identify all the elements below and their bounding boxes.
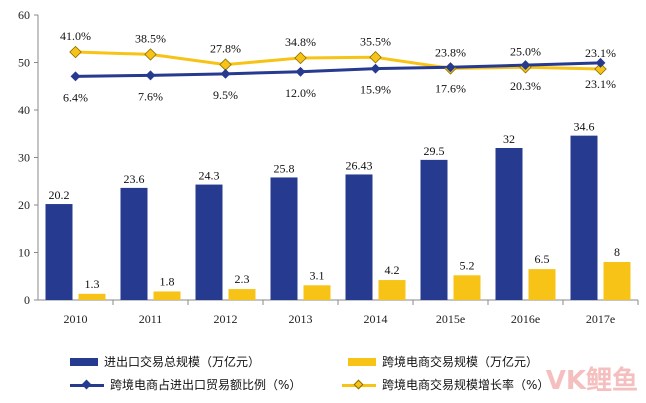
bar-label-total-trade: 29.5 [424, 144, 445, 158]
bar-label-cross-border-scale: 1.3 [85, 277, 100, 291]
bar-cross-border-scale [153, 291, 181, 300]
chart-area: 0 10 20 30 40 50 60 2010 2011 2012 2013 2014 2015e 20… [18, 8, 639, 326]
label-growth-rate: 27.8% [210, 42, 241, 56]
marker-growth-rate [219, 58, 232, 71]
marker-share-ratio [70, 71, 81, 82]
label-growth-rate: 35.5% [360, 34, 391, 48]
legend: 进出口交易总规模（万亿元） 跨境电商交易规模（万亿元） 跨境电商占进出口贸易额比… [70, 351, 630, 397]
label-growth-rate: 23.1% [585, 46, 616, 60]
label-share-ratio: 6.4% [63, 90, 88, 104]
legend-item-share-ratio: 跨境电商占进出口贸易额比例（%） [70, 376, 301, 393]
marker-growth-rate [594, 62, 607, 76]
y-tick-label: 40 [18, 103, 30, 117]
label-share-ratio: 12.0% [285, 86, 316, 100]
label-share-ratio: 7.6% [138, 89, 163, 103]
y-tick-label: 30 [18, 151, 30, 165]
legend-label-cross-border-scale: 跨境电商交易规模（万亿元） [382, 355, 539, 369]
marker-growth-rate [294, 51, 307, 65]
bar-total-trade [45, 204, 73, 300]
label-share-ratio: 15.9% [360, 83, 391, 97]
label-growth-rate: 23.8% [435, 45, 466, 59]
bar-label-cross-border-scale: 3.1 [310, 268, 325, 282]
label-growth-rate: 25.0% [510, 44, 541, 58]
line-share-ratio [75, 61, 601, 78]
bar-label-total-trade: 25.8 [274, 161, 295, 175]
x-tick-label: 2016e [511, 312, 540, 326]
y-tick-label: 20 [18, 198, 30, 212]
y-tick-label: 10 [18, 246, 30, 260]
bar-label-cross-border-scale: 5.2 [460, 258, 475, 272]
legend-item-cross-border-scale: 跨境电商交易规模（万亿元） [348, 353, 538, 370]
x-tick-label: 2017e [586, 312, 615, 326]
bar-total-trade [345, 174, 373, 300]
x-tick-label: 2012 [214, 312, 238, 326]
x-tick-label: 2014 [364, 312, 388, 326]
bar-cross-border-scale [303, 285, 331, 300]
marker-growth-rate [369, 51, 382, 64]
x-tick-label: 2013 [289, 312, 313, 326]
bar-total-trade [120, 187, 148, 300]
legend-label-growth-rate: 跨境电商交易规模增长率（%） [382, 378, 550, 392]
bar-cross-border-scale [603, 262, 631, 300]
bar-label-total-trade: 23.6 [124, 172, 145, 186]
bar-label-cross-border-scale: 6.5 [535, 252, 550, 266]
line-growth-rate [75, 50, 601, 71]
bar-label-total-trade: 32 [503, 132, 515, 146]
bar-total-trade [495, 148, 523, 300]
bar-label-cross-border-scale: 1.8 [160, 274, 175, 288]
bar-label-cross-border-scale: 8 [614, 245, 620, 259]
legend-swatch-total-trade [70, 357, 98, 366]
label-share-ratio: 9.5% [213, 88, 238, 102]
y-tick-label: 0 [24, 293, 30, 307]
bar-cross-border-scale [453, 275, 481, 300]
bar-label-total-trade: 20.2 [49, 188, 70, 202]
bar-cross-border-scale [378, 280, 406, 300]
marker-share-ratio [520, 60, 531, 71]
bar-total-trade [195, 184, 223, 300]
label-growth-rate: 38.5% [135, 31, 166, 45]
x-tick-label: 2015e [436, 312, 465, 326]
marker-share-ratio [595, 57, 606, 68]
label-growth-rate: 34.8% [285, 35, 316, 49]
bar-label-total-trade: 26.43 [346, 158, 373, 172]
label-share-ratio: 17.6% [435, 81, 466, 95]
bar-label-cross-border-scale: 4.2 [385, 263, 400, 277]
legend-swatch-growth-rate [342, 379, 376, 390]
bar-label-total-trade: 34.6 [574, 120, 595, 134]
legend-swatch-share-ratio [70, 379, 104, 390]
bar-total-trade [420, 159, 448, 300]
legend-item-growth-rate: 跨境电商交易规模增长率（%） [342, 376, 549, 393]
y-tick-label: 60 [18, 8, 30, 22]
legend-item-total-trade: 进出口交易总规模（万亿元） [70, 353, 260, 370]
legend-label-share-ratio: 跨境电商占进出口贸易额比例（%） [110, 378, 302, 392]
bar-cross-border-scale [528, 269, 556, 300]
watermark-logo: VK鲤鱼 [545, 366, 638, 396]
marker-share-ratio [145, 70, 156, 81]
label-growth-rate: 41.0% [60, 29, 91, 43]
y-tick-label: 50 [18, 56, 30, 70]
marker-growth-rate [69, 45, 82, 59]
bar-cross-border-scale [228, 289, 256, 300]
marker-share-ratio [370, 63, 381, 74]
legend-swatch-cross-border-scale [348, 357, 376, 366]
label-share-ratio: 23.1% [585, 77, 616, 91]
bar-total-trade [270, 177, 298, 300]
marker-share-ratio [220, 68, 231, 79]
marker-share-ratio [295, 66, 306, 77]
label-share-ratio: 20.3% [510, 79, 541, 93]
bar-label-total-trade: 24.3 [199, 169, 220, 183]
bar-cross-border-scale [78, 293, 106, 300]
marker-growth-rate [144, 48, 157, 61]
bar-total-trade [570, 135, 598, 300]
bar-label-cross-border-scale: 2.3 [235, 272, 250, 286]
x-tick-label: 2011 [139, 312, 163, 326]
x-tick-label: 2010 [64, 312, 88, 326]
legend-label-total-trade: 进出口交易总规模（万亿元） [104, 355, 261, 369]
